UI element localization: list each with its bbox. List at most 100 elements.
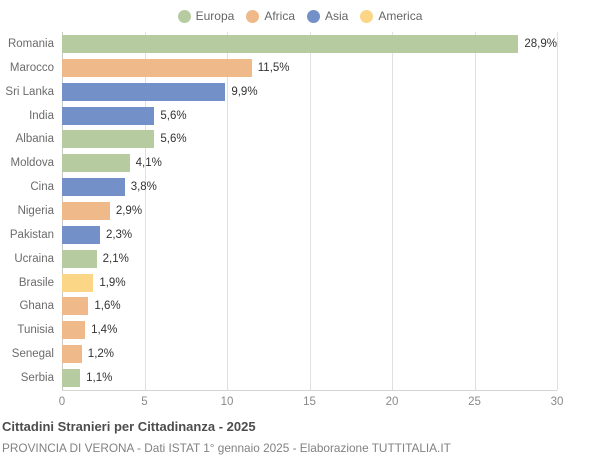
bar-brasile[interactable] (62, 273, 94, 292)
bar-pakistan[interactable] (62, 225, 100, 244)
bar-india[interactable] (62, 106, 155, 125)
chart-subtitle: PROVINCIA DI VERONA - Dati ISTAT 1° genn… (2, 441, 451, 455)
bar-track: 3,8% (62, 178, 557, 197)
legend-item-label: Asia (325, 9, 349, 23)
bar-track: 1,4% (62, 321, 557, 340)
gridline (392, 32, 393, 390)
x-tick-label: 10 (220, 396, 234, 408)
bar-track: 1,9% (62, 273, 557, 292)
bar-row: Tunisia 1,4% (0, 318, 600, 342)
legend-item-asia[interactable]: Asia (307, 9, 348, 23)
bar-track: 1,2% (62, 345, 557, 364)
chart-title: Cittadini Stranieri per Cittadinanza - 2… (2, 419, 256, 434)
value-label: 2,1% (102, 252, 129, 265)
bar-row: Cina 3,8% (0, 175, 600, 199)
category-label: India (29, 109, 54, 122)
legend-item-america[interactable]: America (360, 9, 422, 23)
x-tick-label: 0 (58, 396, 66, 408)
gridline (227, 32, 228, 390)
x-tick-label: 25 (468, 396, 481, 408)
bar-track: 2,9% (62, 201, 557, 220)
bar-nigeria[interactable] (62, 201, 110, 220)
legend-swatch-icon (360, 9, 374, 23)
value-label: 1,6% (94, 300, 121, 313)
bar-track: 5,6% (62, 130, 557, 149)
x-tick-label: 20 (385, 396, 399, 408)
category-label: Romania (7, 37, 54, 50)
bar-track: 1,1% (62, 368, 557, 387)
value-label: 9,9% (231, 85, 258, 98)
bar-ghana[interactable] (62, 297, 89, 316)
bar-tunisia[interactable] (62, 321, 86, 340)
bar-track: 5,6% (62, 106, 557, 125)
bar-track: 11,5% (62, 58, 557, 77)
legend-swatch-icon (177, 9, 191, 23)
category-label: Tunisia (17, 324, 54, 337)
x-tick-label: 5 (141, 396, 148, 408)
legend-swatch-icon (307, 9, 321, 23)
value-label: 4,1% (135, 157, 162, 170)
value-label: 28,9% (524, 37, 557, 50)
bar-albania[interactable] (62, 130, 155, 149)
x-axis-line (62, 390, 557, 391)
bar-track: 9,9% (62, 82, 557, 101)
category-label: Sri Lanka (5, 85, 54, 98)
bar-row: Albania 5,6% (0, 127, 600, 151)
value-label: 1,2% (87, 348, 115, 361)
value-label: 3,8% (130, 181, 157, 194)
bar-marocco[interactable] (62, 58, 252, 77)
bar-rows: Romania 28,9% Marocco 11,5% Sri Lanka 9,9% Ind… (0, 32, 600, 390)
bar-row: Ghana 1,6% (0, 294, 600, 318)
bar-romania[interactable] (62, 34, 519, 53)
bar-row: Brasile 1,9% (0, 271, 600, 295)
bar-row: Romania 28,9% (0, 32, 600, 56)
category-label: Nigeria (17, 204, 54, 217)
value-label: 2,3% (105, 228, 133, 241)
category-label: Brasile (18, 276, 54, 289)
bar-row: Sri Lanka 9,9% (0, 80, 600, 104)
value-label: 11,5% (257, 61, 290, 74)
bar-cina[interactable] (62, 178, 125, 197)
legend-item-label: Africa (264, 9, 296, 23)
gridline (474, 32, 476, 390)
value-label: 1,4% (91, 324, 118, 337)
value-label: 2,9% (115, 204, 143, 217)
value-label: 1,1% (86, 371, 113, 384)
gridline (309, 32, 311, 390)
category-label: Cina (30, 181, 54, 194)
bar-track: 4,1% (62, 154, 557, 173)
bar-row: Pakistan 2,3% (0, 223, 600, 247)
bar-row: Marocco 11,5% (0, 56, 600, 80)
bar-row: Senegal 1,2% (0, 342, 600, 366)
bar-row: Serbia 1,1% (0, 366, 600, 390)
bar-moldova[interactable] (62, 154, 130, 173)
category-label: Ucraina (14, 252, 54, 265)
bar-ucraina[interactable] (62, 249, 97, 268)
gridline (557, 32, 558, 390)
legend-item-europa[interactable]: Europa (177, 9, 235, 23)
bar-senegal[interactable] (62, 345, 82, 364)
legend: Europa Africa Asia America (0, 6, 600, 26)
value-label: 5,6% (160, 109, 187, 122)
legend-item-label: Europa (195, 9, 235, 23)
legend-item-africa[interactable]: Africa (246, 9, 295, 23)
category-label: Senegal (11, 348, 54, 361)
value-label: 5,6% (160, 133, 187, 146)
bar-row: India 5,6% (0, 104, 600, 128)
bar-track: 28,9% (62, 34, 557, 53)
legend-item-label: America (378, 9, 423, 23)
bar-row: Nigeria 2,9% (0, 199, 600, 223)
bar-serbia[interactable] (62, 368, 81, 387)
bar-track: 1,6% (62, 297, 557, 316)
x-tick-label: 30 (550, 396, 564, 408)
gridline (144, 32, 146, 390)
bar-sri-lanka[interactable] (62, 82, 226, 101)
category-label: Serbia (20, 371, 54, 384)
category-label: Moldova (10, 157, 54, 170)
value-label: 1,9% (99, 276, 126, 289)
category-label: Albania (15, 133, 54, 146)
category-label: Pakistan (9, 228, 54, 241)
bar-track: 2,1% (62, 249, 557, 268)
bar-track: 2,3% (62, 225, 557, 244)
x-axis-labels: 0 5 10 15 20 25 30 (58, 396, 564, 412)
